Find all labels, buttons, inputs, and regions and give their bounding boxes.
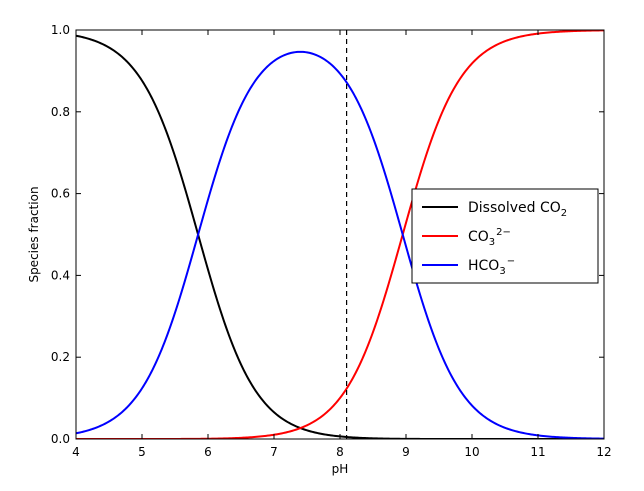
x-tick-label: 6 <box>204 445 212 459</box>
ticks-layer: 4 5 6 7 8 9 10 11 12 0.0 0.2 0.4 0.6 0.8 1.0 <box>51 23 612 459</box>
y-tick-label: 0.6 <box>51 187 70 201</box>
x-tick-label: 9 <box>402 445 410 459</box>
x-tick-label: 10 <box>464 445 479 459</box>
x-tick-label: 7 <box>270 445 278 459</box>
y-axis-label: Species fraction <box>27 186 41 282</box>
x-tick-label: 4 <box>72 445 80 459</box>
y-tick-label: 0.2 <box>51 350 70 364</box>
y-tick-label: 0.8 <box>51 105 70 119</box>
legend-label-h2co3: Dissolved CO2 <box>468 200 567 219</box>
y-tick-label: 0.4 <box>51 268 70 282</box>
x-tick-label: 12 <box>596 445 611 459</box>
x-tick-label: 11 <box>530 445 545 459</box>
x-axis-label: pH <box>332 462 349 476</box>
y-tick-label: 0.0 <box>51 432 70 446</box>
series-line-hco3 <box>76 50 604 439</box>
x-tick-label: 5 <box>138 445 146 459</box>
x-tick-label: 8 <box>336 445 344 459</box>
y-tick-label: 1.0 <box>51 23 70 37</box>
